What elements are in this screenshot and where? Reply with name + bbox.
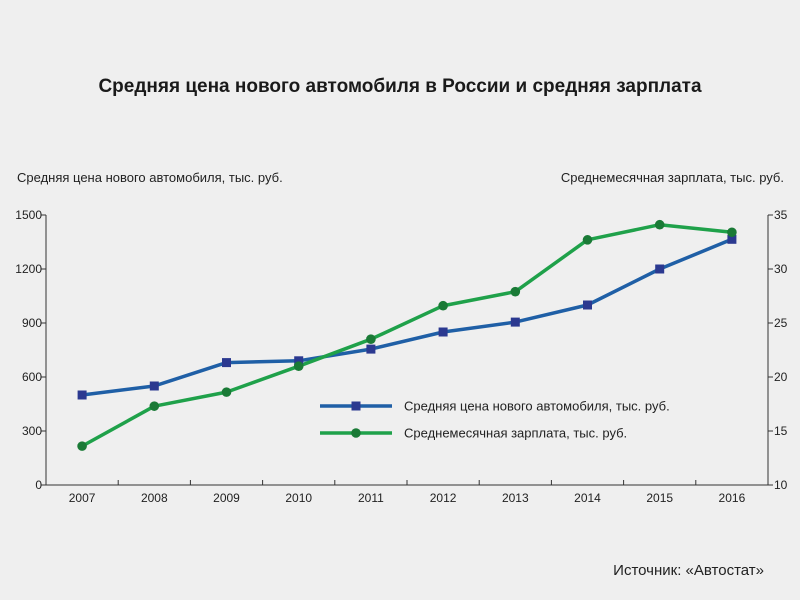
left-tick-label: 1500 xyxy=(15,208,42,222)
car-price-point xyxy=(583,300,592,310)
x-tick-label: 2008 xyxy=(141,491,168,505)
salary-point xyxy=(293,361,304,372)
x-tick-label: 2016 xyxy=(719,491,746,505)
left-tick-label: 1200 xyxy=(15,262,42,276)
salary-point xyxy=(510,286,521,297)
car-price-point xyxy=(438,327,448,337)
salary-point xyxy=(654,219,665,230)
legend: Средняя цена нового автомобиля, тыс. руб… xyxy=(320,399,670,441)
x-tick-label: 2015 xyxy=(646,491,673,505)
x-tick-label: 2014 xyxy=(574,491,601,505)
left-tick-label: 600 xyxy=(22,370,42,384)
right-axis-label: Среднемесячная зарплата, тыс. руб. xyxy=(560,170,784,185)
x-tick-label: 2012 xyxy=(430,491,457,505)
x-tick-label: 2009 xyxy=(213,491,240,505)
chart-title: Средняя цена нового автомобиля в России … xyxy=(98,76,702,97)
right-tick-label: 10 xyxy=(774,478,788,492)
car-price-point xyxy=(655,264,665,274)
car-price-point xyxy=(510,317,520,327)
car-price-point xyxy=(222,358,231,368)
salary-point xyxy=(149,401,160,411)
car-price-legend-label: Средняя цена нового автомобиля, тыс. руб… xyxy=(404,399,670,414)
right-tick-label: 30 xyxy=(774,262,788,276)
x-tick-label: 2011 xyxy=(358,491,384,505)
right-tick-label: 35 xyxy=(774,208,788,222)
salary-point xyxy=(727,227,737,238)
source-note: Источник: «Автостат» xyxy=(613,562,764,579)
car-price-point xyxy=(77,390,87,400)
x-tick-label: 2010 xyxy=(285,491,312,505)
car-price-point xyxy=(727,234,737,244)
right-tick-label: 20 xyxy=(774,370,788,384)
axes: 0 300 600 900 1200 1500 10 15 20 25 30 35 2007 2008 20… xyxy=(15,208,787,505)
salary-legend-marker xyxy=(351,428,361,438)
car-price-legend-marker xyxy=(351,401,361,411)
salary-point xyxy=(366,334,376,345)
left-tick-label: 900 xyxy=(22,316,42,330)
series-group xyxy=(77,219,737,451)
x-tick-label: 2007 xyxy=(69,491,96,505)
car-price-series-line xyxy=(81,237,733,397)
car-price-point xyxy=(366,344,376,354)
salary-point xyxy=(77,441,87,451)
salary-point xyxy=(221,387,232,397)
x-tick-label: 2013 xyxy=(502,491,529,505)
left-axis-label: Средняя цена нового автомобиля, тыс. руб… xyxy=(17,170,283,185)
car-price-point xyxy=(294,356,304,366)
salary-point xyxy=(582,235,593,245)
car-price-point xyxy=(149,381,159,391)
left-tick-label: 0 xyxy=(35,478,42,492)
salary-series-line xyxy=(81,222,733,448)
salary-legend-label: Среднемесячная зарплата, тыс. руб. xyxy=(404,426,627,441)
right-tick-label: 25 xyxy=(774,316,788,330)
salary-point xyxy=(438,300,448,311)
right-tick-label: 15 xyxy=(774,424,788,438)
left-tick-label: 300 xyxy=(22,424,42,438)
